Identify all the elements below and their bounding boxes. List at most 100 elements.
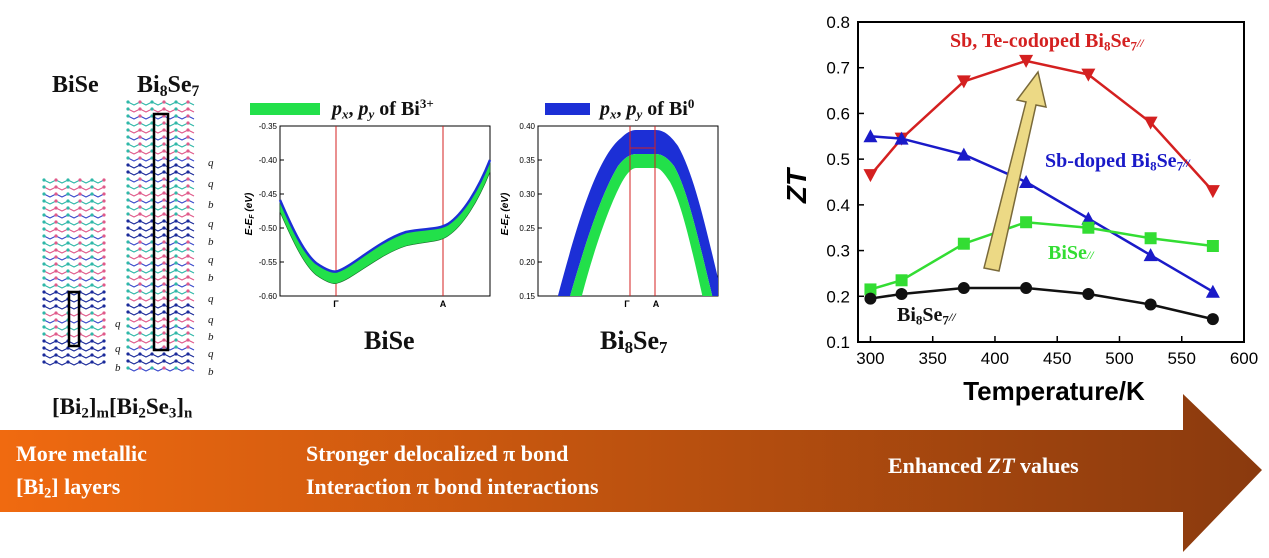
lattice-atom [126, 331, 130, 335]
lattice-atom [138, 226, 142, 230]
lattice-atom [54, 234, 58, 238]
lattice-atom [186, 184, 190, 188]
lattice-atom [42, 192, 46, 196]
lattice-atom [42, 304, 46, 308]
zt-xtick-label: 400 [981, 349, 1009, 368]
bi8se7-xtick-gamma: Γ [624, 299, 630, 308]
lattice-atom [162, 163, 166, 167]
lattice-atom [174, 114, 178, 118]
lattice-atom [150, 107, 154, 111]
bise-band-caption: BiSe [364, 326, 415, 356]
lattice-atom [186, 331, 190, 335]
lattice-chain [127, 241, 195, 246]
lattice-atom [126, 296, 130, 300]
lattice-chain [43, 263, 105, 268]
lattice-atom [162, 261, 166, 265]
lattice-atom [186, 261, 190, 265]
lattice-atom [174, 205, 178, 209]
lattice-atom [138, 100, 142, 104]
lattice-chain [127, 164, 195, 169]
lattice-chain [127, 213, 195, 218]
label-codoped: Sb, Te-codoped Bi8Se7// [950, 30, 1144, 54]
zt-data-point [863, 129, 878, 143]
lattice-atom [90, 262, 94, 266]
lattice-atom [126, 184, 130, 188]
lattice-atom [90, 346, 94, 350]
formula-part-c: [Bi [108, 394, 139, 419]
lattice-atom [186, 247, 190, 251]
lattice-chain [127, 318, 195, 323]
lattice-atom [126, 142, 130, 146]
lattice-atom [102, 248, 106, 252]
lattice-atom [54, 311, 58, 315]
bi8se7-lattice [126, 100, 195, 372]
lattice-atom [54, 227, 58, 231]
lattice-atom [138, 338, 142, 342]
lattice-atom [42, 283, 46, 287]
banner-left-line2-sub: 2 [44, 485, 52, 502]
lattice-atom [66, 192, 70, 196]
banner-arrow [0, 394, 1262, 552]
lattice-atom [126, 121, 130, 125]
bise-legend-charge: 3+ [419, 96, 434, 111]
formula-part-a: [Bi [52, 394, 82, 419]
lattice-atom [90, 325, 94, 329]
lattice-atom [186, 205, 190, 209]
lattice-atom [126, 177, 130, 181]
bi8se7-band-outer [557, 130, 718, 296]
lattice-atom [102, 269, 106, 273]
lattice-chain [43, 270, 105, 275]
lattice-atom [42, 262, 46, 266]
lattice-atom [66, 220, 70, 224]
lattice-atom [42, 311, 46, 315]
zt-data-point [1143, 116, 1158, 130]
lattice-atom [42, 276, 46, 280]
lattice-atom [138, 303, 142, 307]
lattice-atom [42, 255, 46, 259]
lattice-atom [174, 121, 178, 125]
banner-mid-line2: Interaction π bond interactions [306, 474, 599, 499]
label-bise: BiSe// [1048, 242, 1094, 265]
lattice-atom [90, 178, 94, 182]
zt-data-point [1020, 216, 1033, 229]
lattice-chain [43, 312, 105, 317]
zt-data-point [1144, 298, 1157, 311]
lattice-chain [43, 256, 105, 261]
lattice-chain [127, 136, 195, 141]
lattice-chain [43, 221, 105, 226]
lattice-atom [126, 212, 130, 216]
label-bi8se7: Bi8Se7// [897, 304, 956, 328]
zt-data-point [1206, 313, 1219, 326]
lattice-atom [42, 241, 46, 245]
lattice-atom [138, 219, 142, 223]
lattice-atom [126, 282, 130, 286]
lattice-atom [126, 191, 130, 195]
formula-sub-b: m [96, 405, 109, 422]
lattice-atom [186, 275, 190, 279]
lattice-atom [162, 324, 166, 328]
banner-left-line2-b: ] layers [51, 474, 121, 499]
lattice-atom [90, 276, 94, 280]
lattice-atom [90, 269, 94, 273]
bi8se7-legend-charge: 0 [687, 96, 695, 111]
lattice-atom [174, 212, 178, 216]
lattice-atom [42, 297, 46, 301]
label-codoped-b: Se [1110, 30, 1131, 52]
lattice-atom [42, 325, 46, 329]
zt-data-point [1081, 68, 1096, 82]
lattice-atom [90, 339, 94, 343]
lattice-atom [102, 241, 106, 245]
lattice-atom [138, 331, 142, 335]
lattice-atom [138, 156, 142, 160]
layer-label: b [208, 199, 214, 211]
label-codoped-sub2: 7 [1130, 38, 1137, 54]
lattice-chain [43, 354, 105, 359]
lattice-chain [127, 353, 195, 358]
lattice-atom [138, 233, 142, 237]
lattice-atom [90, 220, 94, 224]
lattice-atom [186, 135, 190, 139]
lattice-atom [186, 240, 190, 244]
lattice-atom [102, 360, 106, 364]
lattice-atom [186, 352, 190, 356]
lattice-atom [138, 366, 142, 370]
